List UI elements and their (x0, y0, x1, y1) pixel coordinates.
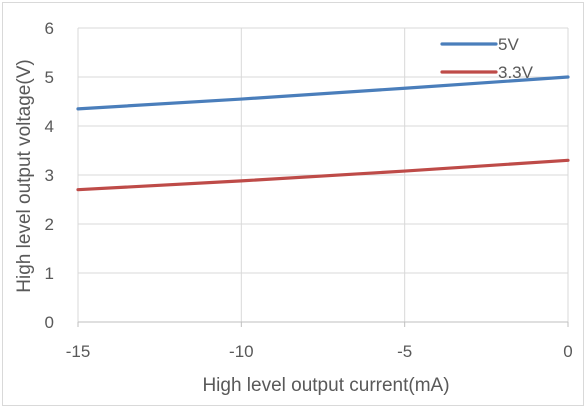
series-lines (76, 75, 570, 192)
y-tick-label: 4 (45, 117, 54, 136)
legend: 5V 3.3V (440, 35, 534, 82)
x-tick-labels: -15 -10 -5 0 (66, 342, 573, 361)
chart-frame (2, 2, 584, 406)
y-tick-label: 2 (45, 215, 54, 234)
x-tick-label: 0 (563, 342, 572, 361)
y-tick-label: 5 (45, 68, 54, 87)
x-tick-label: -10 (229, 342, 254, 361)
legend-label: 3.3V (498, 63, 534, 82)
x-tick-label: -5 (397, 342, 412, 361)
y-axis-title: High level output voltage(V) (14, 59, 35, 292)
legend-label: 5V (498, 35, 519, 54)
y-tick-labels: 0 1 2 3 4 5 6 (45, 19, 54, 332)
y-tick-label: 6 (45, 19, 54, 38)
y-tick-label: 3 (45, 166, 54, 185)
y-tick-label: 0 (45, 313, 54, 332)
series-line-3-3v (76, 158, 570, 192)
x-tick-label: -15 (66, 342, 91, 361)
series-line-5v (76, 75, 570, 111)
axes (77, 321, 569, 327)
x-axis-title: High level output current(mA) (202, 375, 449, 396)
y-tick-label: 1 (45, 264, 54, 283)
